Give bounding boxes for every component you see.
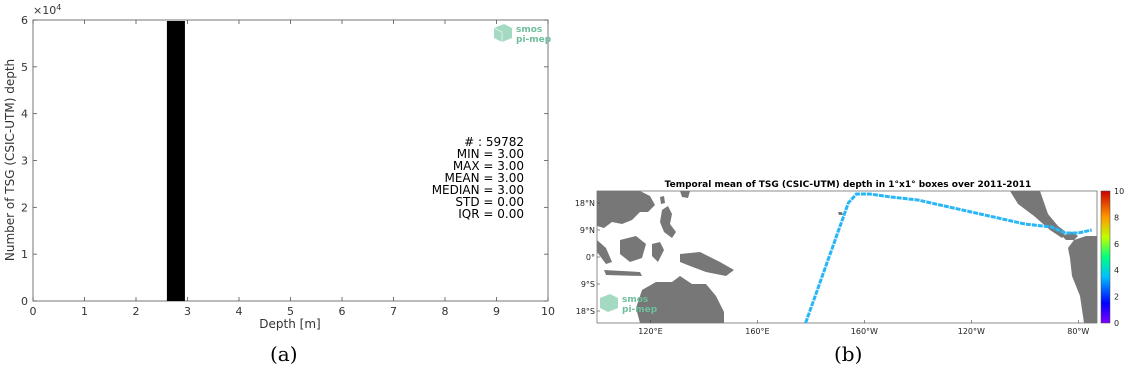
hist-x-tick-label: 9: [493, 305, 500, 318]
logo-line1: smos: [622, 295, 648, 305]
hist-y-ticks: 0 1 2 3 4 5 6: [21, 14, 548, 308]
land-new-guinea: [680, 252, 734, 276]
hist-y-label: Number of TSG (CSIC-UTM) depth: [3, 59, 17, 261]
colorbar-tick-label: 0: [1114, 319, 1119, 328]
caption-b: (b): [834, 342, 863, 366]
land-sumatra: [597, 240, 612, 264]
hist-y-tick-label: 2: [21, 201, 28, 214]
map-x-tick-label: 120°E: [638, 327, 662, 336]
land-sulawesi: [652, 242, 664, 262]
map-x-tick-label: 120°W: [958, 327, 985, 336]
map-y-tick-label: 18°S: [576, 307, 595, 316]
hist-stat-line: MEDIAN = 3.00: [432, 183, 524, 197]
logo-line2: pi-mep: [622, 305, 658, 315]
hist-x-tick-label: 3: [184, 305, 191, 318]
hist-x-tick-label: 10: [541, 305, 555, 318]
hist-y-exponent: ×104: [33, 3, 61, 17]
map-x-ticks: 120°E 160°E 160°W 120°W 80°W: [638, 320, 1089, 336]
map-x-tick-label: 80°W: [1067, 327, 1089, 336]
hist-x-tick-label: 8: [442, 305, 449, 318]
land-asia: [597, 191, 655, 228]
hist-x-tick-label: 6: [339, 305, 346, 318]
logo-cube-icon: [600, 294, 618, 312]
colorbar-tick-label: 2: [1114, 293, 1119, 302]
land-hawaii: [838, 212, 843, 215]
hist-x-tick-label: 0: [30, 305, 37, 318]
colorbar-ticks: 10 8 6 4 2 0: [1114, 187, 1124, 328]
hist-stat-line: MIN = 3.00: [457, 147, 524, 161]
land-borneo: [620, 236, 646, 262]
logo-line2: pi-mep: [516, 35, 552, 45]
map-x-tick-label: 160°W: [851, 327, 878, 336]
ship-track: [804, 192, 1093, 324]
caption-a: (a): [270, 342, 298, 366]
logo-line1: smos: [516, 25, 542, 35]
hist-y-tick-label: 1: [21, 248, 28, 261]
hist-stat-line: # : 59782: [464, 135, 524, 149]
hist-x-ticks: 0 1 2 3 4 5 6 7 8 9 10: [30, 20, 555, 318]
land-south-america: [1068, 236, 1097, 323]
colorbar-tick-label: 4: [1114, 266, 1119, 275]
hist-y-tick-label: 4: [21, 108, 28, 121]
hist-x-tick-label: 7: [390, 305, 397, 318]
hist-x-tick-label: 2: [133, 305, 140, 318]
map-y-tick-label: 18°N: [575, 199, 595, 208]
colorbar: [1100, 190, 1111, 324]
hist-x-tick-label: 5: [287, 305, 294, 318]
map-y-tick-label: 0°: [586, 253, 595, 262]
colorbar-tick-label: 10: [1114, 187, 1124, 196]
hist-x-tick-label: 1: [81, 305, 88, 318]
land-japan: [680, 191, 690, 198]
colorbar-tick-label: 8: [1114, 213, 1119, 222]
hist-x-label: Depth [m]: [259, 317, 320, 331]
hist-bars: [166, 21, 185, 302]
hist-stat-line: MEAN = 3.00: [444, 171, 524, 185]
map-y-tick-label: 9°N: [580, 226, 595, 235]
smos-logo: smos pi-mep: [493, 24, 552, 45]
land-taiwan: [660, 196, 665, 204]
ship-track-line: [804, 192, 1093, 324]
hist-y-tick-label: 6: [21, 14, 28, 27]
logo-cube-icon: [494, 24, 512, 42]
hist-stat-line: STD = 0.00: [455, 195, 524, 209]
hist-stat-line: MAX = 3.00: [453, 159, 524, 173]
land-australia: [636, 276, 724, 323]
land-philippines: [660, 206, 676, 238]
hist-y-tick-label: 3: [21, 155, 28, 168]
hist-stat-line: IQR = 0.00: [458, 207, 524, 221]
hist-plot-area: [32, 19, 549, 302]
hist-y-tick-label: 5: [21, 61, 28, 74]
histogram-chart: 0 1 2 3 4 5 6 0 1 2 3 4 5 6 7 8 9 10 ×104 Depth [m] Numb…: [3, 3, 555, 331]
map-y-tick-label: 9°S: [581, 280, 595, 289]
map-chart: Temporal mean of TSG (CSIC-UTM) depth in…: [575, 180, 1124, 336]
map-y-ticks: 18°N 9°N 0° 9°S 18°S: [575, 199, 600, 316]
smos-logo-map: smos pi-mep: [600, 294, 658, 315]
map-title: Temporal mean of TSG (CSIC-UTM) depth in…: [665, 180, 1032, 190]
hist-x-tick-label: 4: [236, 305, 243, 318]
land-java: [604, 270, 642, 276]
map-x-tick-label: 160°E: [745, 327, 769, 336]
hist-bar: [166, 21, 185, 302]
colorbar-tick-label: 6: [1114, 240, 1119, 249]
hist-y-tick-label: 0: [21, 295, 28, 308]
